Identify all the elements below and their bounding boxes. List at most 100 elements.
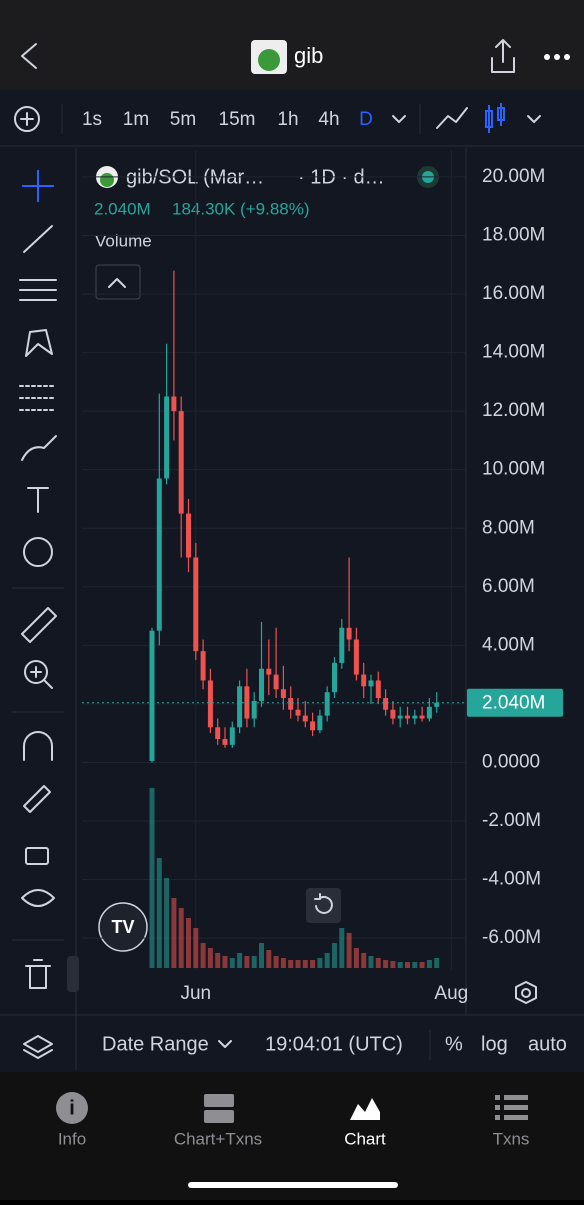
collapse-legend[interactable]: [95, 264, 141, 300]
chart-icon: [350, 1098, 380, 1120]
tab-label[interactable]: Info: [58, 1129, 86, 1148]
more-button[interactable]: [544, 54, 570, 60]
volume-bar: [215, 953, 221, 968]
share-button[interactable]: [491, 39, 515, 73]
volume-bar: [237, 953, 243, 968]
candle-body: [310, 721, 316, 731]
ruler-tool[interactable]: [21, 607, 57, 643]
tab-label[interactable]: Chart+Txns: [174, 1129, 262, 1148]
emoji-tool[interactable]: [23, 537, 53, 567]
tradingview-logo[interactable]: [98, 902, 148, 952]
volume-bar: [310, 960, 316, 968]
visibility-tool[interactable]: [21, 889, 55, 907]
candle-body: [317, 715, 323, 731]
prediction-tool[interactable]: [19, 385, 57, 411]
candle-body: [412, 715, 418, 719]
candle-body: [280, 689, 286, 699]
candle-body: [361, 674, 367, 687]
drawing-tools: [12, 170, 64, 1059]
candle-body: [164, 396, 170, 479]
txns-icon: [495, 1095, 528, 1120]
candle-body: [229, 727, 235, 745]
candle-body: [200, 651, 206, 681]
fib-tool[interactable]: [19, 279, 57, 301]
magnet-tool[interactable]: [23, 731, 53, 761]
volume-bar: [280, 958, 286, 968]
delete-tool[interactable]: [25, 959, 51, 989]
volume-label: Volume: [95, 231, 152, 250]
x-tick-label: Jun: [180, 983, 211, 1004]
reset-icon: [314, 893, 333, 914]
text-tool[interactable]: [27, 487, 49, 513]
lock-tool[interactable]: [25, 847, 49, 865]
layers-tool[interactable]: [23, 1035, 53, 1059]
date-range-menu[interactable]: [218, 1040, 232, 1048]
volume-bar: [405, 962, 410, 968]
change: 184.30K (+9.88%): [172, 199, 310, 218]
volume-bar: [332, 943, 337, 968]
candle-body: [178, 411, 184, 514]
y-tick-label: -4.00M: [482, 869, 541, 890]
candle-body: [251, 700, 257, 719]
trendline-tool[interactable]: [23, 225, 53, 253]
pattern-tool[interactable]: [25, 329, 53, 357]
auto-toggle[interactable]: auto: [528, 1033, 567, 1055]
plot: [82, 150, 466, 970]
candle-body: [434, 702, 440, 707]
interval-menu[interactable]: [392, 115, 406, 123]
line-style-button[interactable]: [436, 107, 468, 129]
settings-button[interactable]: [515, 981, 537, 1004]
interval-button[interactable]: 5m: [170, 109, 196, 130]
volume-bar: [397, 962, 403, 968]
candle-body: [368, 680, 374, 687]
lock-drawing-tool[interactable]: [23, 785, 51, 813]
volume-bar: [412, 962, 418, 968]
tab-label[interactable]: Chart: [344, 1129, 386, 1148]
y-tick-label: 12.00M: [482, 400, 545, 421]
zoom-tool[interactable]: [24, 660, 48, 684]
reset-button[interactable]: [306, 888, 341, 923]
candle-body: [397, 715, 403, 719]
settings-icon: [521, 988, 531, 998]
volume-bar: [200, 943, 206, 968]
crosshair-tool[interactable]: [22, 170, 54, 202]
date-range[interactable]: Date Range: [102, 1033, 209, 1055]
log-toggle[interactable]: log: [481, 1033, 508, 1055]
back-button[interactable]: [21, 43, 37, 69]
header: [0, 0, 584, 90]
interval-button[interactable]: 4h: [318, 109, 339, 130]
candle-body: [383, 698, 389, 710]
volume-bar: [273, 956, 279, 968]
interval-button[interactable]: 15m: [219, 109, 256, 130]
chart-type-menu[interactable]: [527, 115, 541, 123]
candle-body: [207, 680, 213, 728]
brush-tool[interactable]: [21, 435, 57, 461]
interval-button[interactable]: 1s: [82, 109, 102, 130]
candle-body: [237, 686, 243, 728]
candle-body: [186, 513, 191, 558]
candle-style-button[interactable]: [485, 103, 505, 133]
interval-button[interactable]: 1m: [123, 109, 149, 130]
candle-body: [149, 630, 155, 761]
volume-bar: [346, 933, 352, 968]
candle-body: [426, 706, 432, 719]
collapse-toolbar[interactable]: [67, 956, 79, 992]
add-button[interactable]: [14, 106, 40, 132]
tab-label[interactable]: Txns: [493, 1129, 530, 1148]
y-tick-label: -6.00M: [482, 927, 541, 948]
candle-body: [405, 715, 410, 719]
candle-body: [244, 686, 250, 719]
candle-body: [302, 715, 308, 722]
interval-button[interactable]: D: [359, 109, 373, 130]
y-tick-label: 10.00M: [482, 459, 545, 480]
volume-bar: [324, 953, 330, 968]
interval-button[interactable]: 1h: [277, 109, 298, 130]
y-tick-label: 20.00M: [482, 166, 545, 187]
candle-body: [171, 396, 177, 412]
add-icon: [20, 112, 34, 126]
y-tick-label: 14.00M: [482, 342, 545, 363]
volume-bar: [295, 960, 301, 968]
volume-bar: [164, 878, 170, 968]
percent-toggle[interactable]: %: [445, 1033, 463, 1055]
last-price-label: 2.040M: [482, 693, 545, 714]
